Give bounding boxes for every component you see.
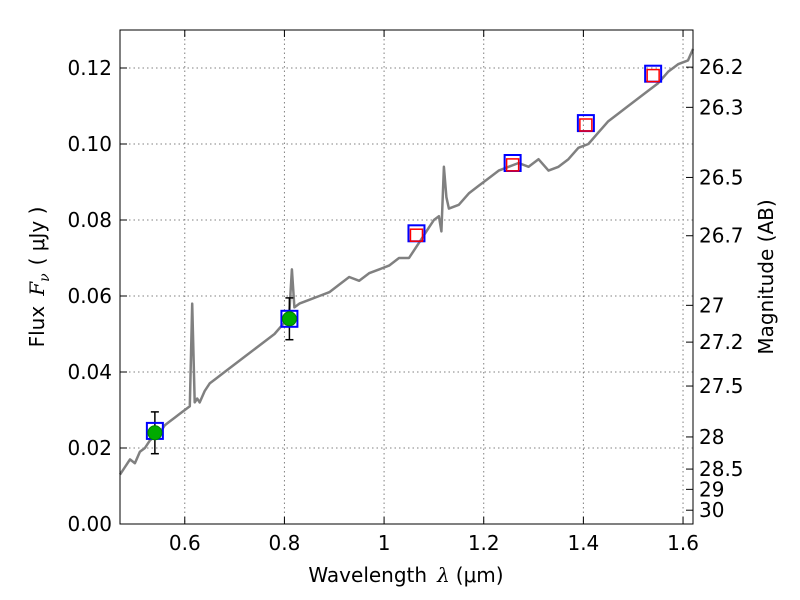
mag-tick-label: 26.5 [699,165,744,189]
mag-tick-label: 29 [699,477,724,501]
x-tick-label: 1.4 [567,531,599,555]
y-tick-label: 0.02 [67,436,112,460]
x-tick-label: 0.8 [269,531,301,555]
label-layer: 0.6 0.8 1 1.2 1.4 1.6 0.00 0.02 0.04 0.06 0.08 0.10… [67,55,743,555]
y-tick-label: 0.00 [67,512,112,536]
mag-tick-label: 30 [699,498,724,522]
mag-tick-label: 27 [699,293,724,317]
predicted-flux-marker [505,158,520,172]
y-axis-title: FluxFν( μJy ) [25,207,53,348]
y-tick-label: 0.06 [67,284,112,308]
predicted-flux-marker [646,68,660,83]
y-tick-label: 0.10 [67,132,112,156]
y2-axis-title: Magnitude (AB) [754,199,778,354]
mag-tick-label: 27.2 [699,330,744,354]
y-tick-label: 0.12 [67,56,112,80]
plot-frame [119,29,694,525]
spectrum-layer [118,48,695,476]
predicted-flux-marker [409,228,424,242]
mag-tick-label: 28 [699,425,724,449]
mag-tick-label: 28.5 [699,457,744,481]
observed-point [147,425,163,441]
x-tick-label: 1.2 [468,531,500,555]
tick-layer [120,30,693,525]
mag-tick-label: 26.7 [699,224,744,248]
marker-layer [145,64,663,455]
y-tick-label: 0.04 [67,360,112,384]
predicted-flux-marker [579,118,593,132]
mag-tick-label: 26.2 [699,55,744,79]
x-axis-title: Wavelength λ (μm) [308,563,503,587]
grid-layer [120,30,693,524]
model-photometry-marker [280,309,299,328]
x-tick-label: 1.6 [667,531,699,555]
mag-tick-label: 26.3 [699,95,744,119]
observed-point [281,311,297,327]
x-tick-label: 1 [378,531,391,555]
y-tick-label: 0.08 [67,208,112,232]
mag-tick-label: 27.5 [699,374,744,398]
spectrum-line [118,48,695,476]
x-tick-label: 0.6 [169,531,201,555]
